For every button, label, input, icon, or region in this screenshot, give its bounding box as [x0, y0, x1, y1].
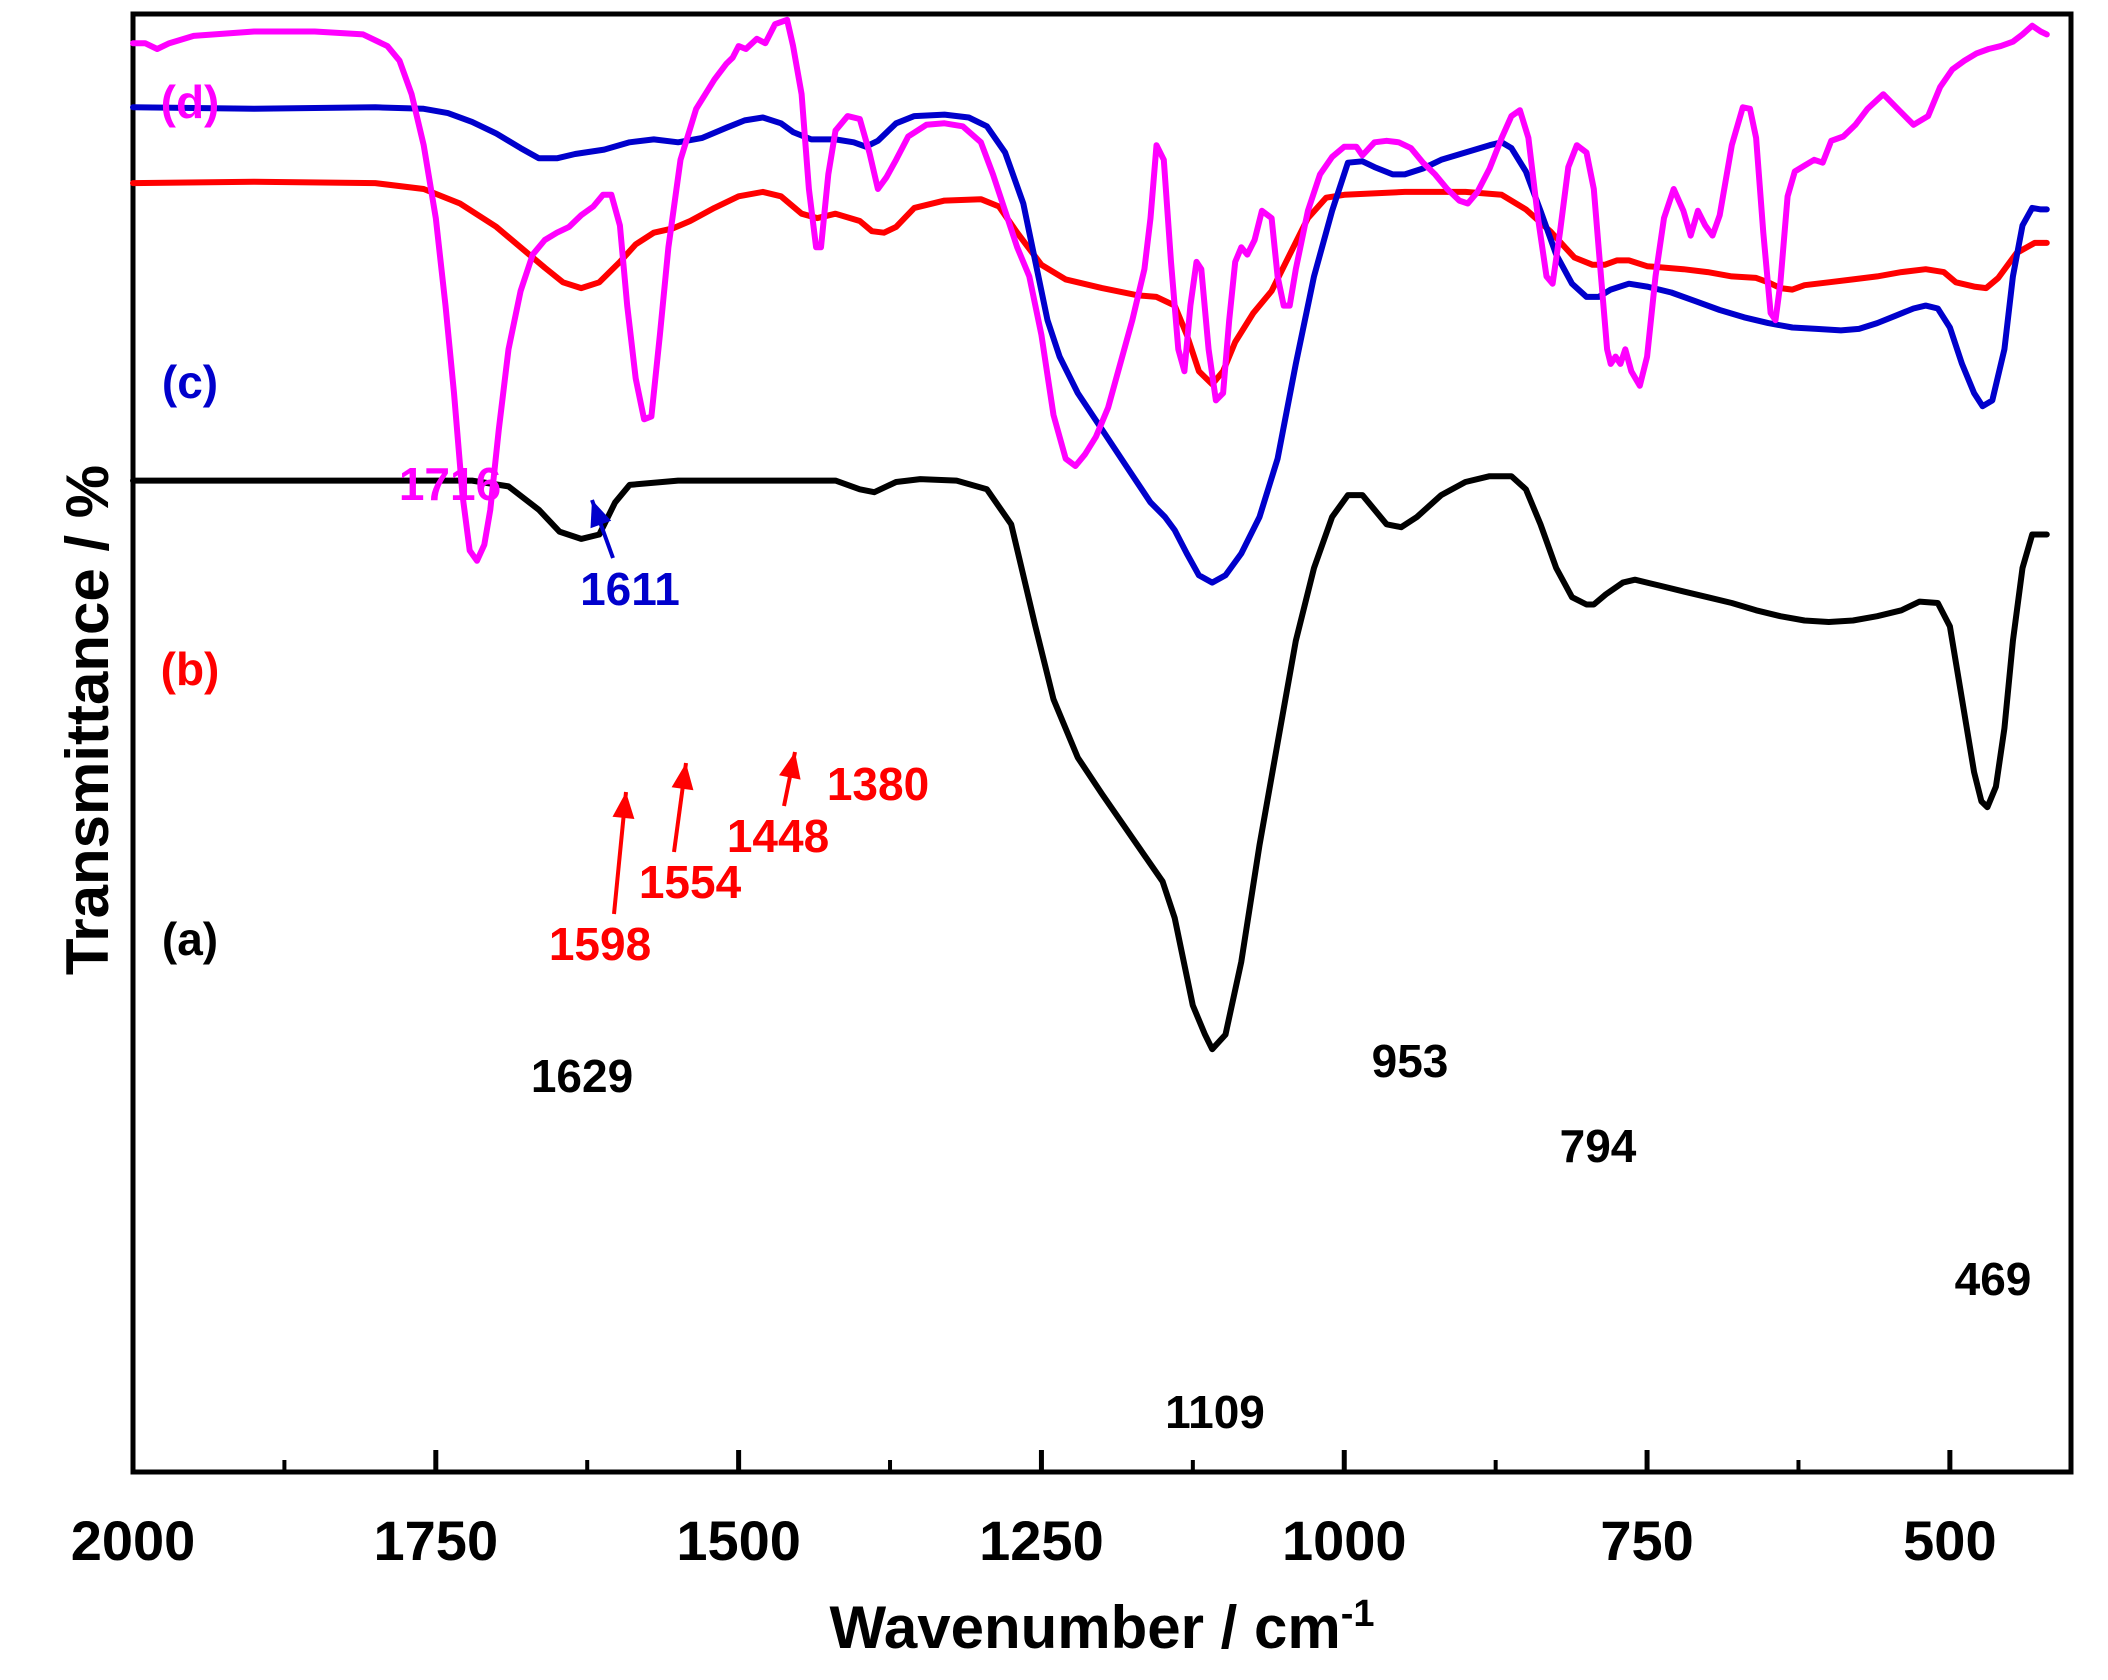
series-label: (a) [162, 913, 218, 965]
x-axis-title: Wavenumber / cm-1 [829, 1593, 1374, 1661]
peak-label: 794 [1560, 1120, 1637, 1172]
series-lines [130, 16, 2050, 1053]
series-line [130, 16, 2050, 564]
series-label: (b) [161, 643, 220, 695]
series-line [130, 473, 2050, 1053]
series-line [130, 104, 2050, 586]
peak-arrow-head [612, 792, 635, 819]
series-labels: (a) (b) (c) (d) [161, 76, 220, 965]
annotation-arrows [590, 499, 801, 915]
x-tick-label: 1000 [1282, 1509, 1407, 1572]
x-tick-label: 1750 [374, 1509, 499, 1572]
series-label: (c) [162, 356, 218, 408]
peak-label: 1629 [531, 1050, 633, 1102]
peak-label: 469 [1955, 1253, 2032, 1305]
x-tick-label: 500 [1903, 1509, 1996, 1572]
x-axis-title-superscript: -1 [1341, 1593, 1375, 1635]
peak-label: 1554 [639, 856, 742, 908]
peak-label: 1448 [727, 810, 829, 862]
peak-arrow-head [779, 752, 801, 780]
plot-frame [130, 11, 2074, 1475]
x-tick-label: 750 [1600, 1509, 1693, 1572]
peak-label: 1611 [580, 563, 680, 615]
peak-label: 953 [1372, 1035, 1449, 1087]
y-axis-title: Transmittance / % [54, 465, 121, 975]
peak-label: 1109 [1165, 1386, 1265, 1438]
x-tick-label: 2000 [71, 1509, 196, 1572]
series-label: (d) [161, 76, 220, 128]
x-tick-label: 1500 [676, 1509, 801, 1572]
peak-arrow-head [590, 500, 612, 529]
x-axis-tick-labels: 2000 1750 1500 1250 1000 750 500 [71, 1509, 1997, 1572]
peak-arrow-head [671, 763, 694, 791]
x-axis-ticks [130, 1450, 1953, 1472]
peak-label: 1716 [399, 458, 501, 510]
peak-label: 1598 [549, 918, 651, 970]
x-tick-label: 1250 [979, 1509, 1104, 1572]
peak-label: 1380 [827, 758, 929, 810]
